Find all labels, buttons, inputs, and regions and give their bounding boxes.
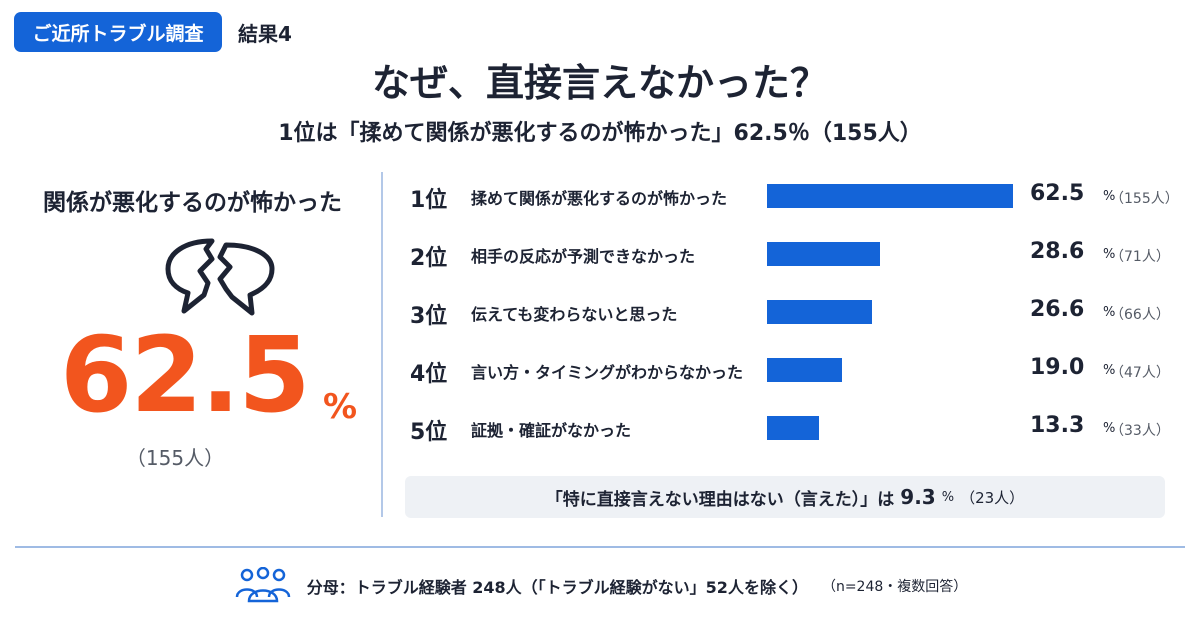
page-title: なぜ、直接言えなかった？ xyxy=(371,61,828,105)
highlight-panel: 関係が悪化するのが怖かった 62.5 % （155人） xyxy=(30,175,358,475)
value-label: 62.5 xyxy=(1030,181,1085,206)
count-label: （47人） xyxy=(1110,365,1170,381)
note-count: （23人） xyxy=(960,488,1025,507)
bar xyxy=(767,358,842,382)
highlight-number: 62.5 xyxy=(60,314,311,436)
horizontal-divider xyxy=(15,546,1185,548)
value-unit: % xyxy=(1103,247,1116,262)
result-label: 結果4 xyxy=(238,22,292,46)
rank-number: 3位 xyxy=(410,304,448,329)
note-value: 9.3 xyxy=(900,485,936,509)
footer-note: （n=248・複数回答） xyxy=(821,579,968,595)
count-label: （33人） xyxy=(1110,423,1170,439)
footer: 分母：トラブル経験者 248人（「トラブル経験がない」52人を除く） （n=24… xyxy=(0,566,1200,606)
ranking-chart: 1位 揉めて関係が悪化するのが怖かった 62.5% （155人） 2位 相手の反応が予測で… xyxy=(405,168,1179,458)
note-box: 「特に直接言えない理由はない（言えた）」は 9.3 % （23人） xyxy=(405,476,1165,518)
bar xyxy=(767,184,1013,208)
rank-label: 証拠・確証がなかった xyxy=(471,421,632,440)
rank-number: 1位 xyxy=(410,188,448,213)
bar xyxy=(767,300,872,324)
note-text: 「特に直接言えない理由はない（言えた）」は xyxy=(545,489,895,510)
count-label: （71人） xyxy=(1110,249,1170,265)
highlight-unit: % xyxy=(323,387,358,427)
highlight-heading: 関係が悪化するのが怖かった xyxy=(43,190,342,216)
rank-number: 2位 xyxy=(410,246,448,271)
rank-label: 揉めて関係が悪化するのが怖かった xyxy=(471,189,728,208)
note-unit: % xyxy=(941,489,955,505)
vertical-divider xyxy=(381,172,383,517)
value-unit: % xyxy=(1103,421,1116,436)
page-subtitle: 1位は「揉めて関係が悪化するのが怖かった」62.5％（155人） xyxy=(278,121,922,146)
rank-row: 5位 証拠・確証がなかった 13.3% （33人） xyxy=(405,400,1175,458)
rank-label: 相手の反応が予測できなかった xyxy=(471,247,696,266)
rank-label: 伝えても変わらないと思った xyxy=(471,305,678,324)
rank-row: 1位 揉めて関係が悪化するのが怖かった 62.5% （155人） xyxy=(405,168,1179,226)
bar xyxy=(767,416,820,440)
value-unit: % xyxy=(1103,305,1116,320)
highlight-count: （155人） xyxy=(125,446,225,470)
rank-number: 4位 xyxy=(410,362,448,387)
count-label: （66人） xyxy=(1110,307,1170,323)
rank-label: 言い方・タイミングがわからなかった xyxy=(471,363,744,382)
bar xyxy=(767,242,880,266)
value-label: 26.6 xyxy=(1030,297,1085,322)
value-label: 28.6 xyxy=(1030,239,1085,264)
value-label: 19.0 xyxy=(1030,355,1085,380)
rank-row: 2位 相手の反応が予測できなかった 28.6% （71人） xyxy=(405,226,1175,284)
broken-speech-bubbles-icon xyxy=(165,238,275,316)
rank-row: 3位 伝えても変わらないと思った 26.6% （66人） xyxy=(405,284,1175,342)
count-label: （155人） xyxy=(1110,191,1179,207)
rank-number: 5位 xyxy=(410,420,448,445)
survey-tag: ご近所トラブル調査 xyxy=(14,12,222,52)
value-label: 13.3 xyxy=(1030,413,1085,438)
value-unit: % xyxy=(1103,363,1116,378)
footer-text: 分母：トラブル経験者 248人（「トラブル経験がない」52人を除く） xyxy=(306,578,808,597)
value-unit: % xyxy=(1103,189,1116,204)
rank-row: 4位 言い方・タイミングがわからなかった 19.0% （47人） xyxy=(405,342,1175,400)
people-group-icon xyxy=(235,567,290,603)
